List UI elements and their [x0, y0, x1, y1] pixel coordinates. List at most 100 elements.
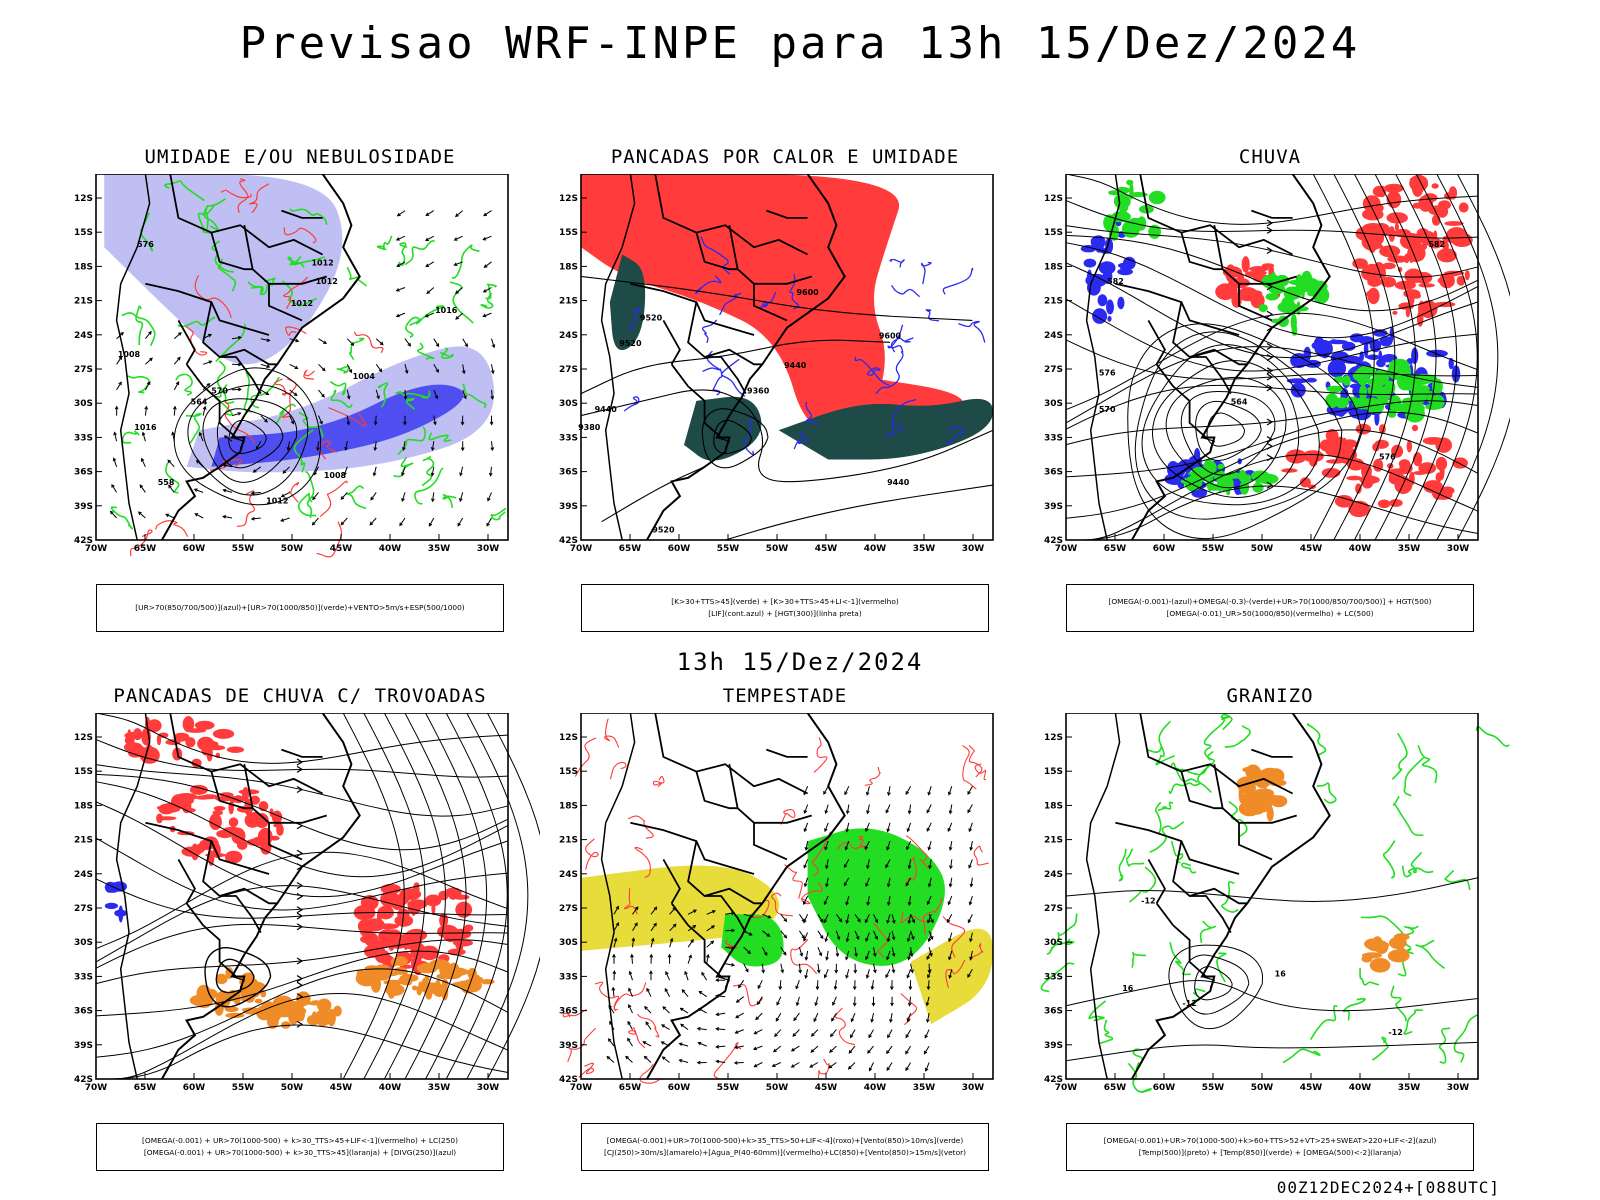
- streamline-arrow: [1266, 353, 1274, 362]
- wind-vector: [396, 287, 406, 292]
- lon-label: 55W: [717, 544, 740, 554]
- wind-vector: [743, 946, 751, 954]
- wind-vector: [431, 466, 435, 476]
- wind-vector: [231, 336, 241, 340]
- field-blob: [1409, 250, 1414, 264]
- wind-vector-head: [612, 970, 617, 975]
- wind-vector-head: [430, 447, 435, 452]
- wind-vectors-ne: [803, 785, 974, 980]
- panel-title: CHUVA: [1238, 146, 1302, 168]
- streamline: [95, 885, 509, 963]
- wind-vector-head: [321, 367, 326, 372]
- contour-value: 1004: [353, 372, 376, 381]
- wind-vector: [873, 930, 878, 940]
- wind-vector-head: [738, 984, 742, 989]
- coastline-and-borders: [1085, 713, 1331, 1080]
- streamline-arrow: [1266, 454, 1274, 462]
- wind-vector-head: [798, 969, 802, 974]
- wind-vector-head: [803, 828, 808, 833]
- field-blob: [1406, 440, 1412, 453]
- wind-vector-head: [650, 937, 655, 942]
- legend-line-1: [OMEGA(-0.001)+UR>70(1000-500)+k>35_TTS>…: [606, 1136, 964, 1145]
- wind-vector: [223, 464, 233, 468]
- wind-vector-head: [818, 952, 823, 957]
- wind-vector-head: [715, 1027, 720, 1031]
- wind-vector: [144, 406, 147, 416]
- contour-value: 558: [158, 478, 175, 487]
- contour-line: [197, 204, 216, 235]
- streamline-arrow: [1266, 481, 1274, 489]
- field-blob: [1436, 205, 1449, 218]
- lon-label: 70W: [85, 544, 108, 554]
- contour-line: [958, 320, 986, 343]
- border: [654, 713, 809, 795]
- wind-vector: [926, 822, 932, 832]
- wind-vector-head: [165, 513, 170, 518]
- wind-vector: [834, 980, 837, 990]
- lon-label: 45W: [815, 1083, 838, 1093]
- wind-vector: [318, 338, 327, 344]
- coastline: [161, 713, 361, 1080]
- wind-vector: [375, 389, 380, 399]
- lat-label: 21S: [74, 836, 93, 846]
- wind-vector: [736, 996, 745, 1003]
- streamline: [95, 773, 509, 851]
- wind-vector-head: [865, 974, 870, 979]
- field-blob: [1382, 385, 1387, 396]
- field-blob: [1105, 237, 1114, 254]
- wind-vector: [968, 822, 973, 832]
- wind-vector-head: [968, 864, 972, 869]
- contour-line: [732, 984, 764, 1007]
- wind-vector-head: [667, 953, 672, 958]
- contour-line: [462, 383, 487, 409]
- wind-vector-head: [111, 483, 115, 488]
- wind-vector-head: [823, 791, 827, 795]
- wind-vector-head: [815, 986, 820, 991]
- wind-vector: [873, 963, 876, 973]
- lat-label: 39S: [1044, 502, 1063, 512]
- contour-line: [1282, 1048, 1321, 1064]
- wind-vector: [845, 840, 850, 850]
- lon-label: 35W: [913, 544, 936, 554]
- wind-vector-head: [350, 342, 355, 346]
- contour-line: [1390, 985, 1407, 1022]
- wind-vector: [798, 947, 803, 957]
- field-blob: [435, 979, 441, 991]
- streamline: [1066, 453, 1479, 541]
- field-blob: [1435, 437, 1452, 453]
- wind-vector-head: [202, 405, 207, 410]
- wind-vector-head: [403, 395, 408, 400]
- wind-vector: [803, 932, 809, 942]
- field-blob: [1373, 223, 1391, 237]
- wind-vector-head: [148, 330, 152, 335]
- panel-legend: [OMEGA(-0.001)+UR>70(1000-500)+k>35_TTS>…: [581, 1123, 989, 1171]
- panel-title: PANCADAS DE CHUVA C/ TROVOADAS: [113, 685, 487, 707]
- wind-vector: [886, 1045, 893, 1054]
- wind-vector: [706, 910, 716, 915]
- streamline: [1065, 312, 1479, 411]
- border: [268, 822, 303, 861]
- jet-streamlines: [95, 713, 540, 1080]
- wind-vector: [795, 980, 800, 989]
- wind-vector: [908, 950, 912, 960]
- lat-label: 27S: [559, 365, 578, 375]
- contour-line: [578, 1062, 595, 1078]
- wind-vector: [202, 383, 210, 391]
- wind-vector: [116, 356, 123, 365]
- wind-vector: [905, 1062, 912, 1071]
- contour-line: [712, 368, 723, 396]
- contour-line: [875, 351, 904, 395]
- map-frame: [580, 713, 994, 1080]
- contour-line: [1309, 1004, 1338, 1041]
- streamline-arrow: [1266, 246, 1274, 254]
- wind-vector-head: [766, 933, 771, 937]
- wind-vector-head: [372, 472, 377, 477]
- lon-label: 30W: [962, 1083, 985, 1093]
- wind-vector-head: [113, 431, 117, 436]
- field-blob: [1346, 475, 1363, 481]
- field-blob: [1411, 424, 1419, 432]
- contour-line: [905, 856, 917, 888]
- streamline-arrow: [296, 822, 304, 830]
- contour-line: [793, 432, 807, 450]
- wind-vector-head: [949, 865, 953, 870]
